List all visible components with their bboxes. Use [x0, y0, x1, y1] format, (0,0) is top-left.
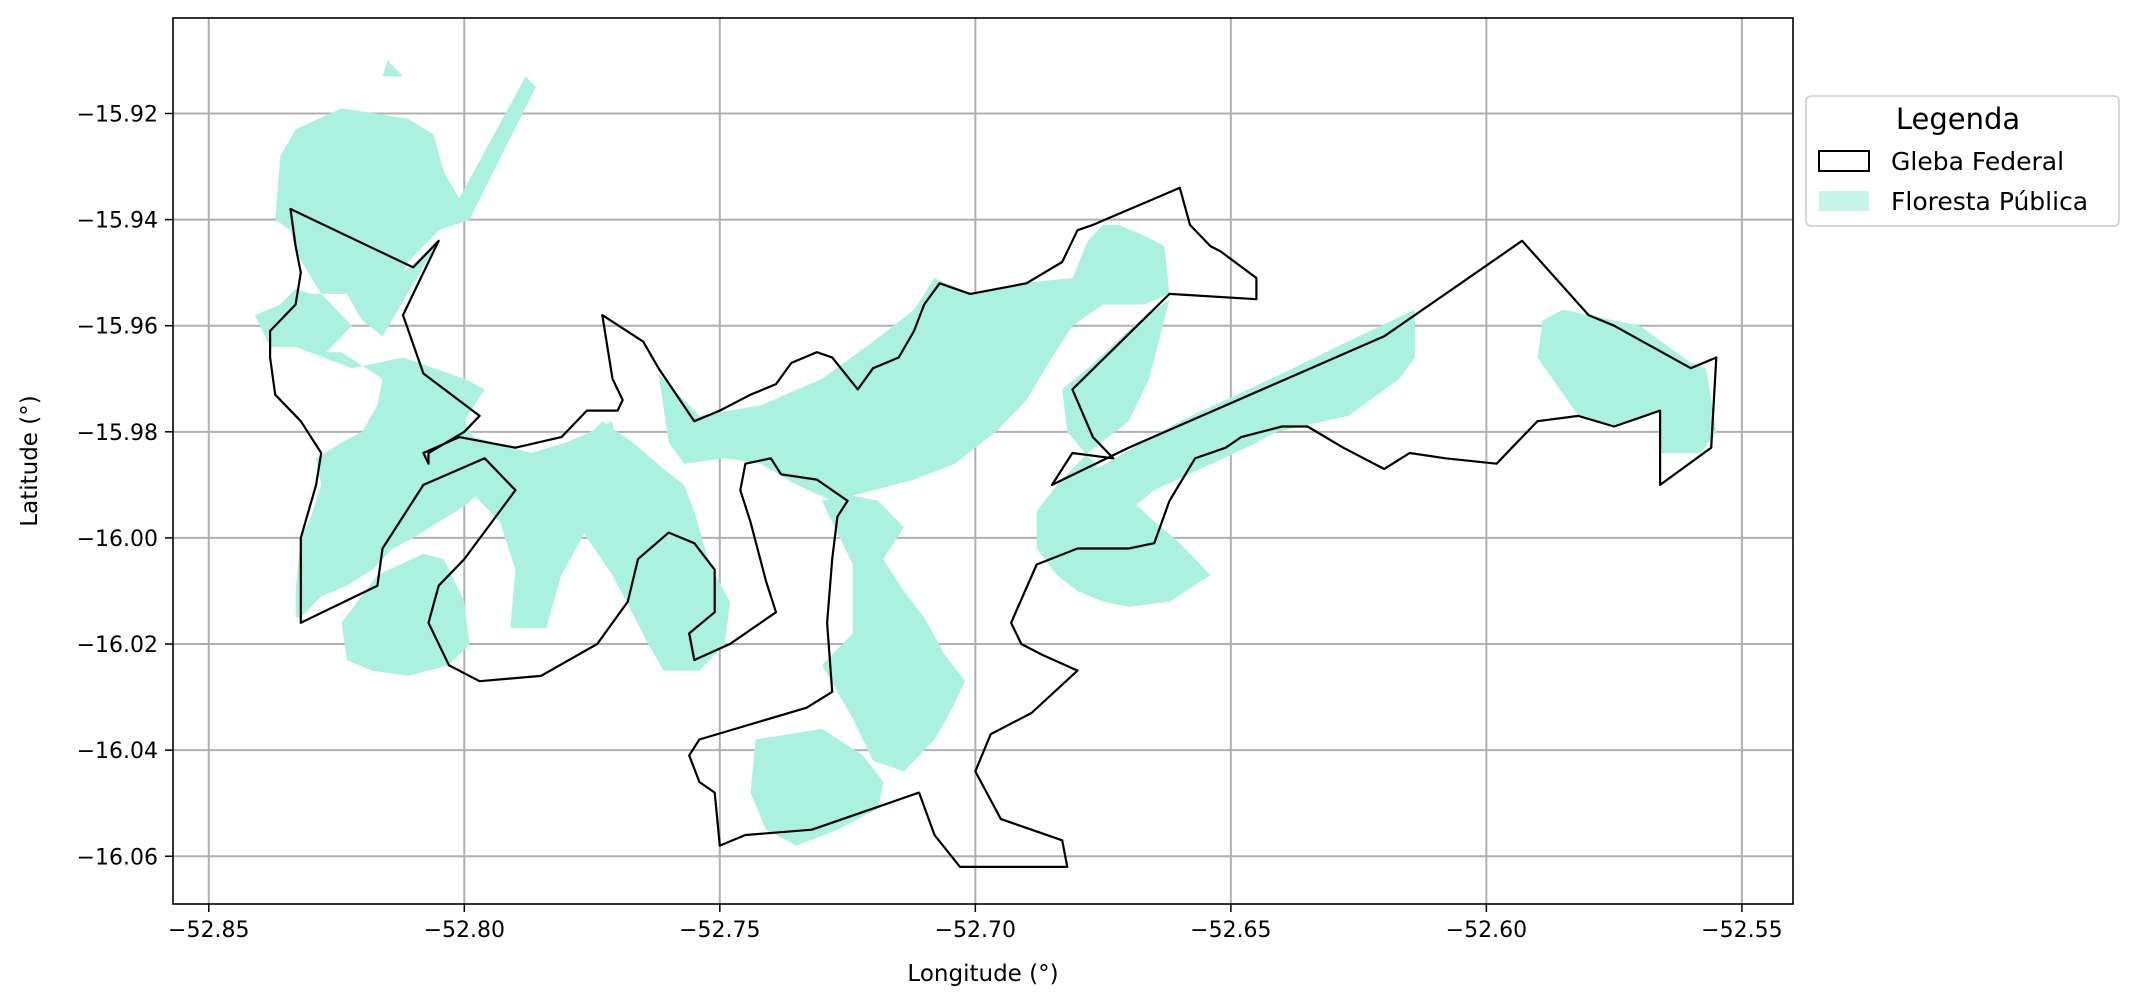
- legend-title: Legenda: [1896, 102, 2020, 136]
- plot-frame: [172, 17, 1794, 905]
- y-tick-label: −16.06: [77, 845, 158, 870]
- x-tick-label: −52.65: [1190, 918, 1271, 943]
- floresta-publica-polygon: [341, 553, 470, 676]
- y-tick-label: −15.94: [77, 209, 158, 234]
- x-tick-label: −52.70: [935, 918, 1016, 943]
- y-tick-label: −16.00: [77, 527, 158, 552]
- gleba-federal-layer: [269, 186, 1718, 868]
- floresta-publica-polygon: [423, 421, 618, 629]
- legend-label-floresta-publica: Floresta Pública: [1891, 187, 2088, 216]
- legend-swatch-gleba-federal: [1818, 150, 1870, 172]
- floresta-publica-polygon: [1537, 309, 1717, 453]
- x-axis-title: Longitude (°): [907, 961, 1058, 987]
- floresta-publica-polygon: [1077, 309, 1415, 538]
- floresta-publica-polygon: [658, 224, 1170, 501]
- y-tick-label: −16.04: [77, 739, 158, 764]
- x-tick-label: −52.55: [1701, 918, 1782, 943]
- x-axis-ticks: −52.85 −52.80 −52.75 −52.70 −52.65 −52.60 −52.…: [168, 904, 1783, 943]
- legend-swatch-floresta-publica: [1819, 191, 1869, 211]
- legend: Legenda Gleba Federal Floresta Pública: [1805, 95, 2120, 227]
- y-tick-label: −15.96: [77, 315, 158, 340]
- x-tick-label: −52.80: [424, 918, 505, 943]
- gleba-federal-outline: [269, 186, 1718, 868]
- floresta-publica-polygon: [571, 421, 730, 671]
- y-axis-title: Latitude (°): [17, 395, 43, 526]
- y-tick-label: −15.92: [77, 102, 158, 127]
- y-tick-label: −16.02: [77, 633, 158, 658]
- floresta-publica-polygon: [1036, 299, 1211, 607]
- floresta-publica-polygon: [382, 60, 403, 77]
- floresta-publica-polygon: [822, 495, 966, 772]
- y-tick-label: −15.98: [77, 421, 158, 446]
- x-tick-label: −52.85: [168, 918, 249, 943]
- x-tick-label: −52.75: [679, 918, 760, 943]
- floresta-publica-layer: [254, 60, 1717, 846]
- y-axis-ticks: −15.92 −15.94 −15.96 −15.98 −16.00 −16.02 −16.…: [77, 102, 173, 870]
- legend-label-gleba-federal: Gleba Federal: [1891, 147, 2064, 176]
- x-tick-label: −52.60: [1446, 918, 1527, 943]
- plot-area: [172, 17, 1794, 905]
- legend-frame: [1805, 95, 2120, 227]
